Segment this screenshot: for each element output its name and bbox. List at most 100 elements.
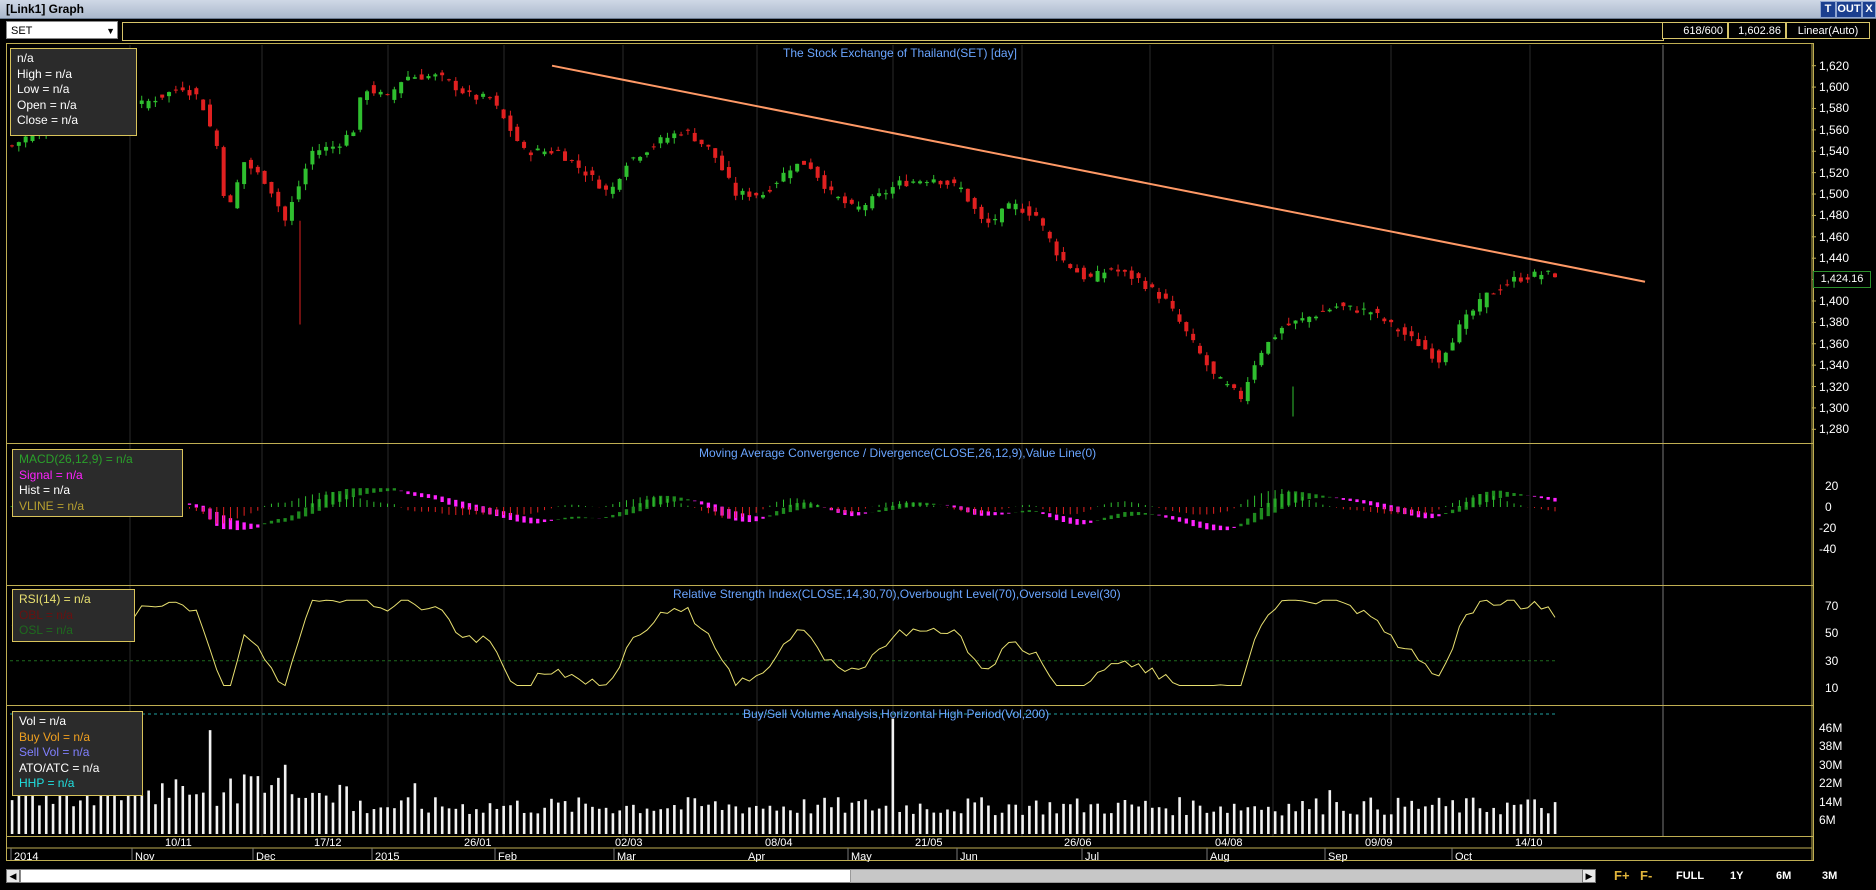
candle-body: [726, 167, 731, 178]
chevron-down-icon[interactable]: ▼: [106, 26, 115, 36]
candle-body: [1102, 272, 1107, 279]
candle-body: [1518, 277, 1523, 282]
volume-bar: [1471, 797, 1475, 834]
candle-body: [624, 165, 629, 177]
volume-info-box: Vol = n/a Buy Vol = n/a Sell Vol = n/a A…: [12, 711, 143, 796]
candle-body: [1095, 270, 1100, 282]
chart-frame[interactable]: [6, 43, 1814, 861]
cursor-value: 1,602.86: [1728, 22, 1786, 39]
candle-body: [651, 146, 656, 148]
candle-body: [467, 90, 472, 93]
volume-bar: [577, 797, 581, 834]
candle-body: [1088, 273, 1093, 277]
month-label: May: [851, 851, 872, 863]
month-label: Oct: [1455, 851, 1473, 863]
volume-bar: [1267, 806, 1270, 834]
price-info-box: n/a High = n/a Low = n/a Open = n/a Clos…: [10, 48, 137, 136]
volume-bar: [181, 786, 185, 834]
month-label: 2015: [375, 851, 400, 863]
scroll-left-icon[interactable]: ◀: [6, 869, 20, 883]
candle-body: [1402, 327, 1407, 335]
volume-bar: [1492, 807, 1495, 834]
candle-body: [269, 181, 274, 194]
candle-body: [1013, 203, 1018, 210]
symbol-select[interactable]: SET ▼: [6, 21, 118, 39]
volume-bar: [99, 776, 103, 834]
pin-button[interactable]: T: [1820, 1, 1836, 18]
volume-bar: [174, 779, 178, 834]
volume-bar: [51, 803, 55, 834]
volume-bar: [987, 805, 990, 834]
candle-body: [795, 163, 800, 172]
volume-bar: [1069, 804, 1072, 834]
volume-bar: [679, 809, 683, 834]
range-full-button[interactable]: FULL: [1676, 870, 1705, 882]
candle-body: [1471, 310, 1476, 316]
volume-bar: [966, 798, 970, 834]
volume-bar: [1451, 800, 1454, 834]
zoom-in-button[interactable]: F+: [1614, 868, 1630, 883]
volume-bar: [1328, 790, 1332, 834]
candle-body: [1368, 312, 1373, 315]
candle-body: [638, 156, 643, 161]
candle-body: [685, 129, 690, 131]
candle-body: [808, 162, 813, 169]
volume-bar: [352, 811, 355, 834]
price-y-tick: 1,480: [1819, 208, 1850, 223]
volume-bar: [85, 781, 89, 834]
volume-bar: [666, 808, 669, 834]
volume-bar: [1164, 808, 1168, 834]
volume-bar: [959, 813, 963, 834]
volume-bar: [509, 805, 512, 834]
date-label: 17/12: [314, 837, 342, 849]
macd-panel-title: Moving Average Convergence / Divergence(…: [699, 446, 1097, 460]
candle-body: [1436, 350, 1441, 363]
panel-divider: [6, 705, 1814, 706]
candle-body: [221, 147, 226, 196]
candle-body: [173, 89, 178, 91]
candle-body: [761, 195, 766, 198]
candle-body: [1491, 293, 1496, 295]
candle-body: [487, 97, 492, 99]
candle-body: [419, 74, 424, 80]
volume-bar: [939, 812, 942, 834]
volume-bar: [10, 800, 14, 834]
candle-body: [1027, 206, 1032, 216]
candle-body: [672, 133, 677, 139]
volume-bar: [113, 790, 116, 834]
candle-body: [549, 151, 554, 154]
candle-body: [590, 170, 595, 176]
candle-body: [781, 172, 786, 182]
candle-body: [1430, 348, 1435, 359]
zoom-out-button[interactable]: F-: [1640, 868, 1653, 883]
range-1y-button[interactable]: 1Y: [1730, 870, 1744, 882]
candle-body: [1395, 329, 1400, 332]
candle-body: [1416, 339, 1421, 347]
volume-bar: [1383, 814, 1386, 834]
candle-body: [1355, 310, 1360, 313]
volume-bar: [447, 808, 451, 834]
candle-body: [918, 181, 923, 184]
candle-body: [214, 130, 219, 146]
last-price-tag: 1,424.16: [1813, 271, 1871, 288]
scroll-thumb[interactable]: [850, 869, 1592, 883]
scroll-right-icon[interactable]: ▶: [1582, 869, 1596, 883]
range-6m-button[interactable]: 6M: [1776, 870, 1792, 882]
volume-bar: [686, 797, 690, 834]
symbol-value: SET: [11, 25, 33, 37]
scale-mode[interactable]: Linear(Auto): [1786, 22, 1870, 39]
candle-body: [1273, 337, 1278, 340]
volume-bar: [871, 810, 874, 834]
candle-body: [856, 206, 861, 210]
volume-bar: [652, 810, 656, 834]
volume-bar: [249, 776, 253, 834]
range-3m-button[interactable]: 3M: [1822, 870, 1838, 882]
out-button[interactable]: OUT: [1836, 1, 1862, 18]
macd-info-hist: Hist = n/a: [19, 483, 71, 497]
candle-body: [440, 72, 445, 76]
rsi-panel-title: Relative Strength Index(CLOSE,14,30,70),…: [673, 587, 1121, 601]
rsi-y-tick: 10: [1825, 681, 1839, 696]
volume-bar: [1055, 813, 1058, 834]
candle-body: [692, 132, 697, 142]
